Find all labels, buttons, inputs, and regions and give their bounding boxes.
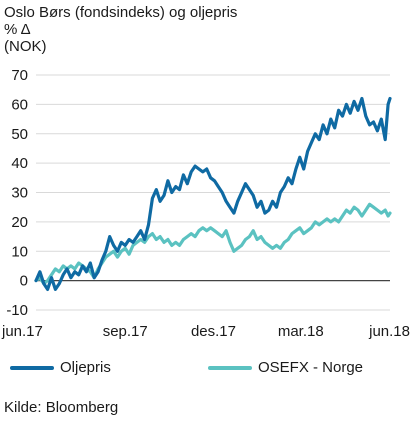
y-tick-label: 30 bbox=[11, 185, 28, 202]
y-tick-label: 0 bbox=[20, 273, 28, 290]
legend-swatch-oljepris bbox=[10, 366, 54, 371]
y-tick-label: 10 bbox=[11, 243, 28, 260]
legend-swatch-osefx bbox=[208, 366, 252, 371]
chart-title: Oslo Børs (fondsindeks) og oljepris bbox=[4, 4, 238, 21]
x-tick-label: jun.18 bbox=[368, 323, 410, 340]
x-tick-label: sep.17 bbox=[103, 323, 148, 340]
legend-item-osefx: OSEFX - Norge bbox=[208, 359, 363, 377]
source-note: Kilde: Bloomberg bbox=[4, 399, 119, 416]
line-chart: -10 0 10 20 30 40 50 60 70 jun.17 sep.17 des.17 mar.… bbox=[1, 67, 410, 340]
y-tick-label: 60 bbox=[11, 96, 28, 113]
y-tick-label: 40 bbox=[11, 155, 28, 172]
legend-label-osefx: OSEFX - Norge bbox=[258, 359, 364, 376]
y-tick-label: 70 bbox=[11, 67, 28, 84]
y-unit-sublabel: (NOK) bbox=[4, 38, 47, 55]
x-tick-label: jun.17 bbox=[1, 323, 43, 340]
x-tick-label: des.17 bbox=[191, 323, 236, 340]
series-line-osefx bbox=[34, 202, 392, 286]
y-tick-label: 50 bbox=[11, 126, 28, 143]
y-tick-label: 20 bbox=[11, 214, 28, 231]
y-tick-label: -10 bbox=[6, 302, 28, 319]
series-line-oljepris bbox=[34, 96, 392, 291]
legend-label-oljepris: Oljepris bbox=[60, 359, 111, 376]
legend-item-oljepris: Oljepris bbox=[10, 359, 111, 377]
x-tick-label: mar.18 bbox=[278, 323, 324, 340]
y-unit-label: % Δ bbox=[4, 21, 31, 38]
